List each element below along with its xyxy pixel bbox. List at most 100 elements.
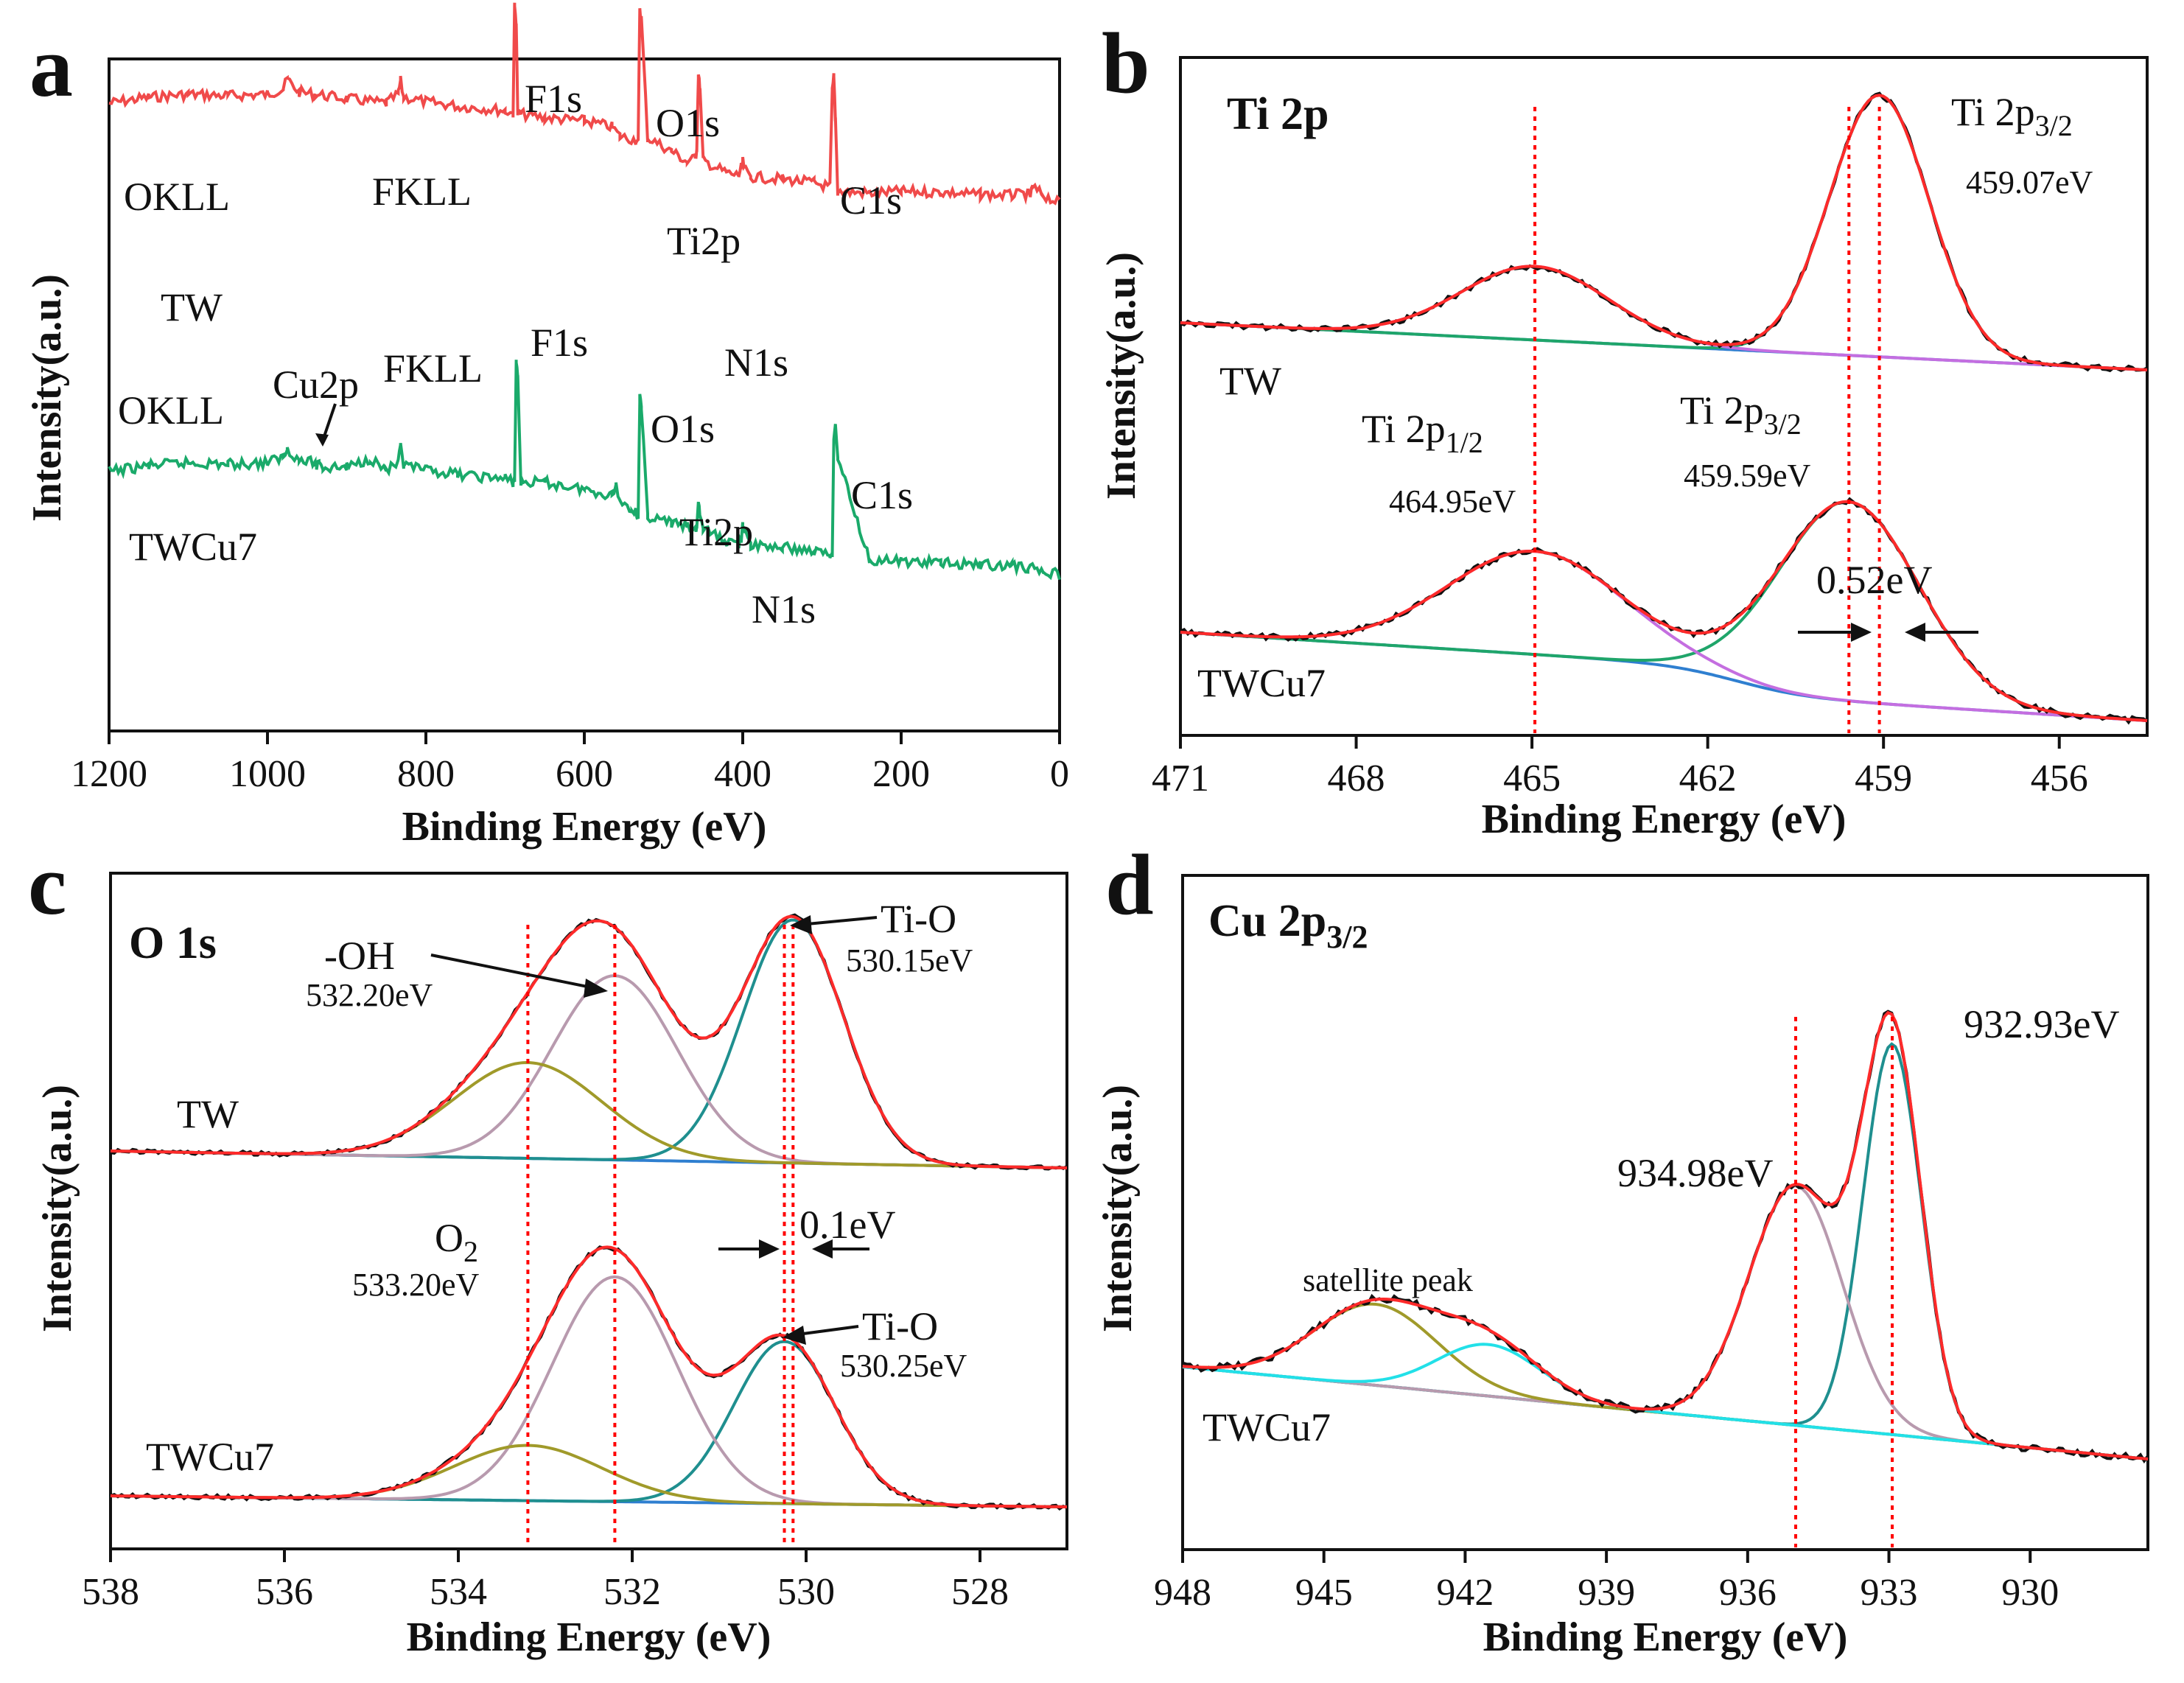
d-ticks-label-1: 945 <box>1295 1572 1353 1614</box>
a-cu2p-arrowhead <box>315 433 329 447</box>
a-twcu7-sample-label: TWCu7 <box>129 525 257 569</box>
a-series-tw <box>108 2 1061 206</box>
c-tw-label: TW <box>177 1092 239 1136</box>
a-cu-o1s-label: O1s <box>651 407 715 451</box>
d-comp-0-0 <box>1182 1042 2149 1460</box>
c-tw-tio-value: 530.15eV <box>846 942 973 979</box>
c-oh-arrowhead <box>584 979 608 998</box>
a-ticks-label-5: 200 <box>872 753 930 795</box>
a-cu-n1s-label: N1s <box>752 587 816 631</box>
d-ticks-label-4: 936 <box>1719 1572 1777 1614</box>
c-fit-1 <box>110 1245 1068 1508</box>
a-series-twcu7 <box>108 360 1061 581</box>
c-shift-arrowhead-left <box>759 1239 780 1259</box>
a-tw-f1s-label: F1s <box>525 77 582 121</box>
d-title-main: Cu 2p <box>1208 896 1326 946</box>
panel-d-x-ticks: 948 945 942 939 936 933 930 <box>1154 1550 2059 1614</box>
d-satellite-label: satellite peak <box>1303 1262 1473 1298</box>
a-ticks-label-6: 0 <box>1050 753 1069 795</box>
b-ticks-label-5: 456 <box>2031 757 2088 799</box>
panel-d: d 948 945 942 939 936 933 930 Binding Energy (… <box>1095 836 2149 1660</box>
panel-a-x-title: Binding Energy (eV) <box>402 804 767 850</box>
panel-c-x-ticks: 538 536 534 532 530 528 <box>82 1549 1009 1613</box>
c-o2-main: O <box>435 1216 463 1260</box>
panel-d-title: Cu 2p3/2 <box>1208 896 1368 955</box>
panel-c-title: O 1s <box>129 918 217 968</box>
panel-b-x-title: Binding Energy (eV) <box>1482 797 1847 842</box>
a-tw-c1s-label: C1s <box>840 178 902 223</box>
d-title-sub: 3/2 <box>1326 919 1368 955</box>
panel-a-frame <box>108 57 1061 732</box>
a-tw-sample-label: TW <box>161 285 223 329</box>
panel-a: a 1200 1000 800 600 400 200 0 Binding Energy (… <box>24 2 1069 850</box>
c-tw-tio-arrowhead <box>790 915 812 934</box>
a-tw-n1s-label: N1s <box>724 340 788 385</box>
d-twcu7-label: TWCu7 <box>1203 1405 1331 1449</box>
c-ticks-label-3: 532 <box>603 1571 661 1613</box>
a-ticks-label-2: 800 <box>397 753 455 795</box>
panel-b-title: Ti 2p <box>1227 89 1329 139</box>
c-ticks-label-1: 536 <box>256 1571 313 1613</box>
panel-b-y-title: Intensity(a.u.) <box>1099 252 1144 500</box>
b-comp-0-1 <box>1180 265 2148 371</box>
b-ticks-label-3: 462 <box>1679 757 1737 799</box>
b-tw-p32-sub: 3/2 <box>2035 109 2073 142</box>
b-cu-p12-sub: 1/2 <box>1446 426 1483 459</box>
panel-c-x-title: Binding Energy (eV) <box>407 1614 771 1660</box>
panel-c-y-title: Intensity(a.u.) <box>35 1085 80 1332</box>
c-cu-tio-arrowhead <box>783 1326 806 1345</box>
panel-b-x-ticks: 471 468 465 462 459 456 <box>1152 735 2088 799</box>
c-ticks-label-2: 534 <box>430 1571 487 1613</box>
c-comp-0-1 <box>110 974 1068 1169</box>
d-ticks-label-5: 933 <box>1861 1572 1918 1614</box>
panel-c-curves <box>110 913 1068 1546</box>
a-ticks-label-0: 1200 <box>71 753 147 795</box>
c-o2-value: 533.20eV <box>352 1267 480 1303</box>
c-twcu7-label: TWCu7 <box>146 1435 274 1479</box>
a-cu-f1s-label: F1s <box>531 321 588 365</box>
b-ticks-label-2: 465 <box>1503 757 1561 799</box>
panel-d-x-title: Binding Energy (eV) <box>1483 1614 1848 1660</box>
c-ticks-label-4: 530 <box>777 1571 835 1613</box>
a-cu-ti2p-label: Ti2p <box>679 510 753 554</box>
a-ticks-label-3: 600 <box>556 753 613 795</box>
panel-d-curves <box>1182 1010 2149 1547</box>
a-tw-ti2p-label: Ti2p <box>667 219 741 263</box>
b-ticks-label-0: 471 <box>1152 757 1209 799</box>
a-cu-fkll-label: FKLL <box>383 346 483 391</box>
panel-a-series <box>108 2 1061 581</box>
panel-b-letter: b <box>1102 15 1150 111</box>
d-raw-0 <box>1182 1010 2149 1464</box>
b-tw-p32-value: 459.07eV <box>1966 164 2093 200</box>
b-shift-arrowhead-right <box>1905 623 1925 642</box>
d-ticks-label-6: 930 <box>2001 1572 2059 1614</box>
panel-c: c 538 536 534 532 530 528 Binding Energy (eV)… <box>28 836 1068 1660</box>
panel-c-frame <box>109 872 1068 1550</box>
c-oh-label: -OH <box>324 934 395 978</box>
b-cu-p12-value: 464.95eV <box>1389 483 1516 519</box>
c-o2-label: O2 <box>435 1216 478 1268</box>
d-main-peak-value: 932.93eV <box>1964 1002 2119 1046</box>
a-cu-c1s-label: C1s <box>851 473 913 517</box>
panel-a-letter: a <box>29 18 73 115</box>
panel-a-x-ticks: 1200 1000 800 600 400 200 0 <box>71 731 1069 795</box>
b-cu-p32-value: 459.59eV <box>1684 458 1811 494</box>
c-cu-tio-value: 530.25eV <box>840 1348 967 1384</box>
c-o2-sub: 2 <box>463 1235 478 1268</box>
a-cu-cu2p-label: Cu2p <box>273 363 359 407</box>
b-tw-label: TW <box>1219 359 1281 403</box>
c-ticks-label-5: 528 <box>951 1571 1009 1613</box>
d-fit-0 <box>1182 1010 2149 1460</box>
a-ticks-label-1: 1000 <box>229 753 306 795</box>
b-twcu7-label: TWCu7 <box>1197 661 1326 705</box>
b-cu-p12-main: Ti 2p <box>1362 407 1446 451</box>
c-fit-0 <box>110 914 1068 1169</box>
b-tw-p32-main: Ti 2p <box>1951 90 2035 134</box>
panel-c-letter: c <box>28 836 66 933</box>
c-shift-label: 0.1eV <box>799 1203 895 1247</box>
b-cu-p32-sub: 3/2 <box>1764 407 1802 441</box>
b-shift-arrowhead-left <box>1851 623 1872 642</box>
panel-b-frame <box>1179 56 2149 737</box>
panel-b: b 471 468 465 462 459 456 Binding Energy (eV)… <box>1099 15 2149 842</box>
